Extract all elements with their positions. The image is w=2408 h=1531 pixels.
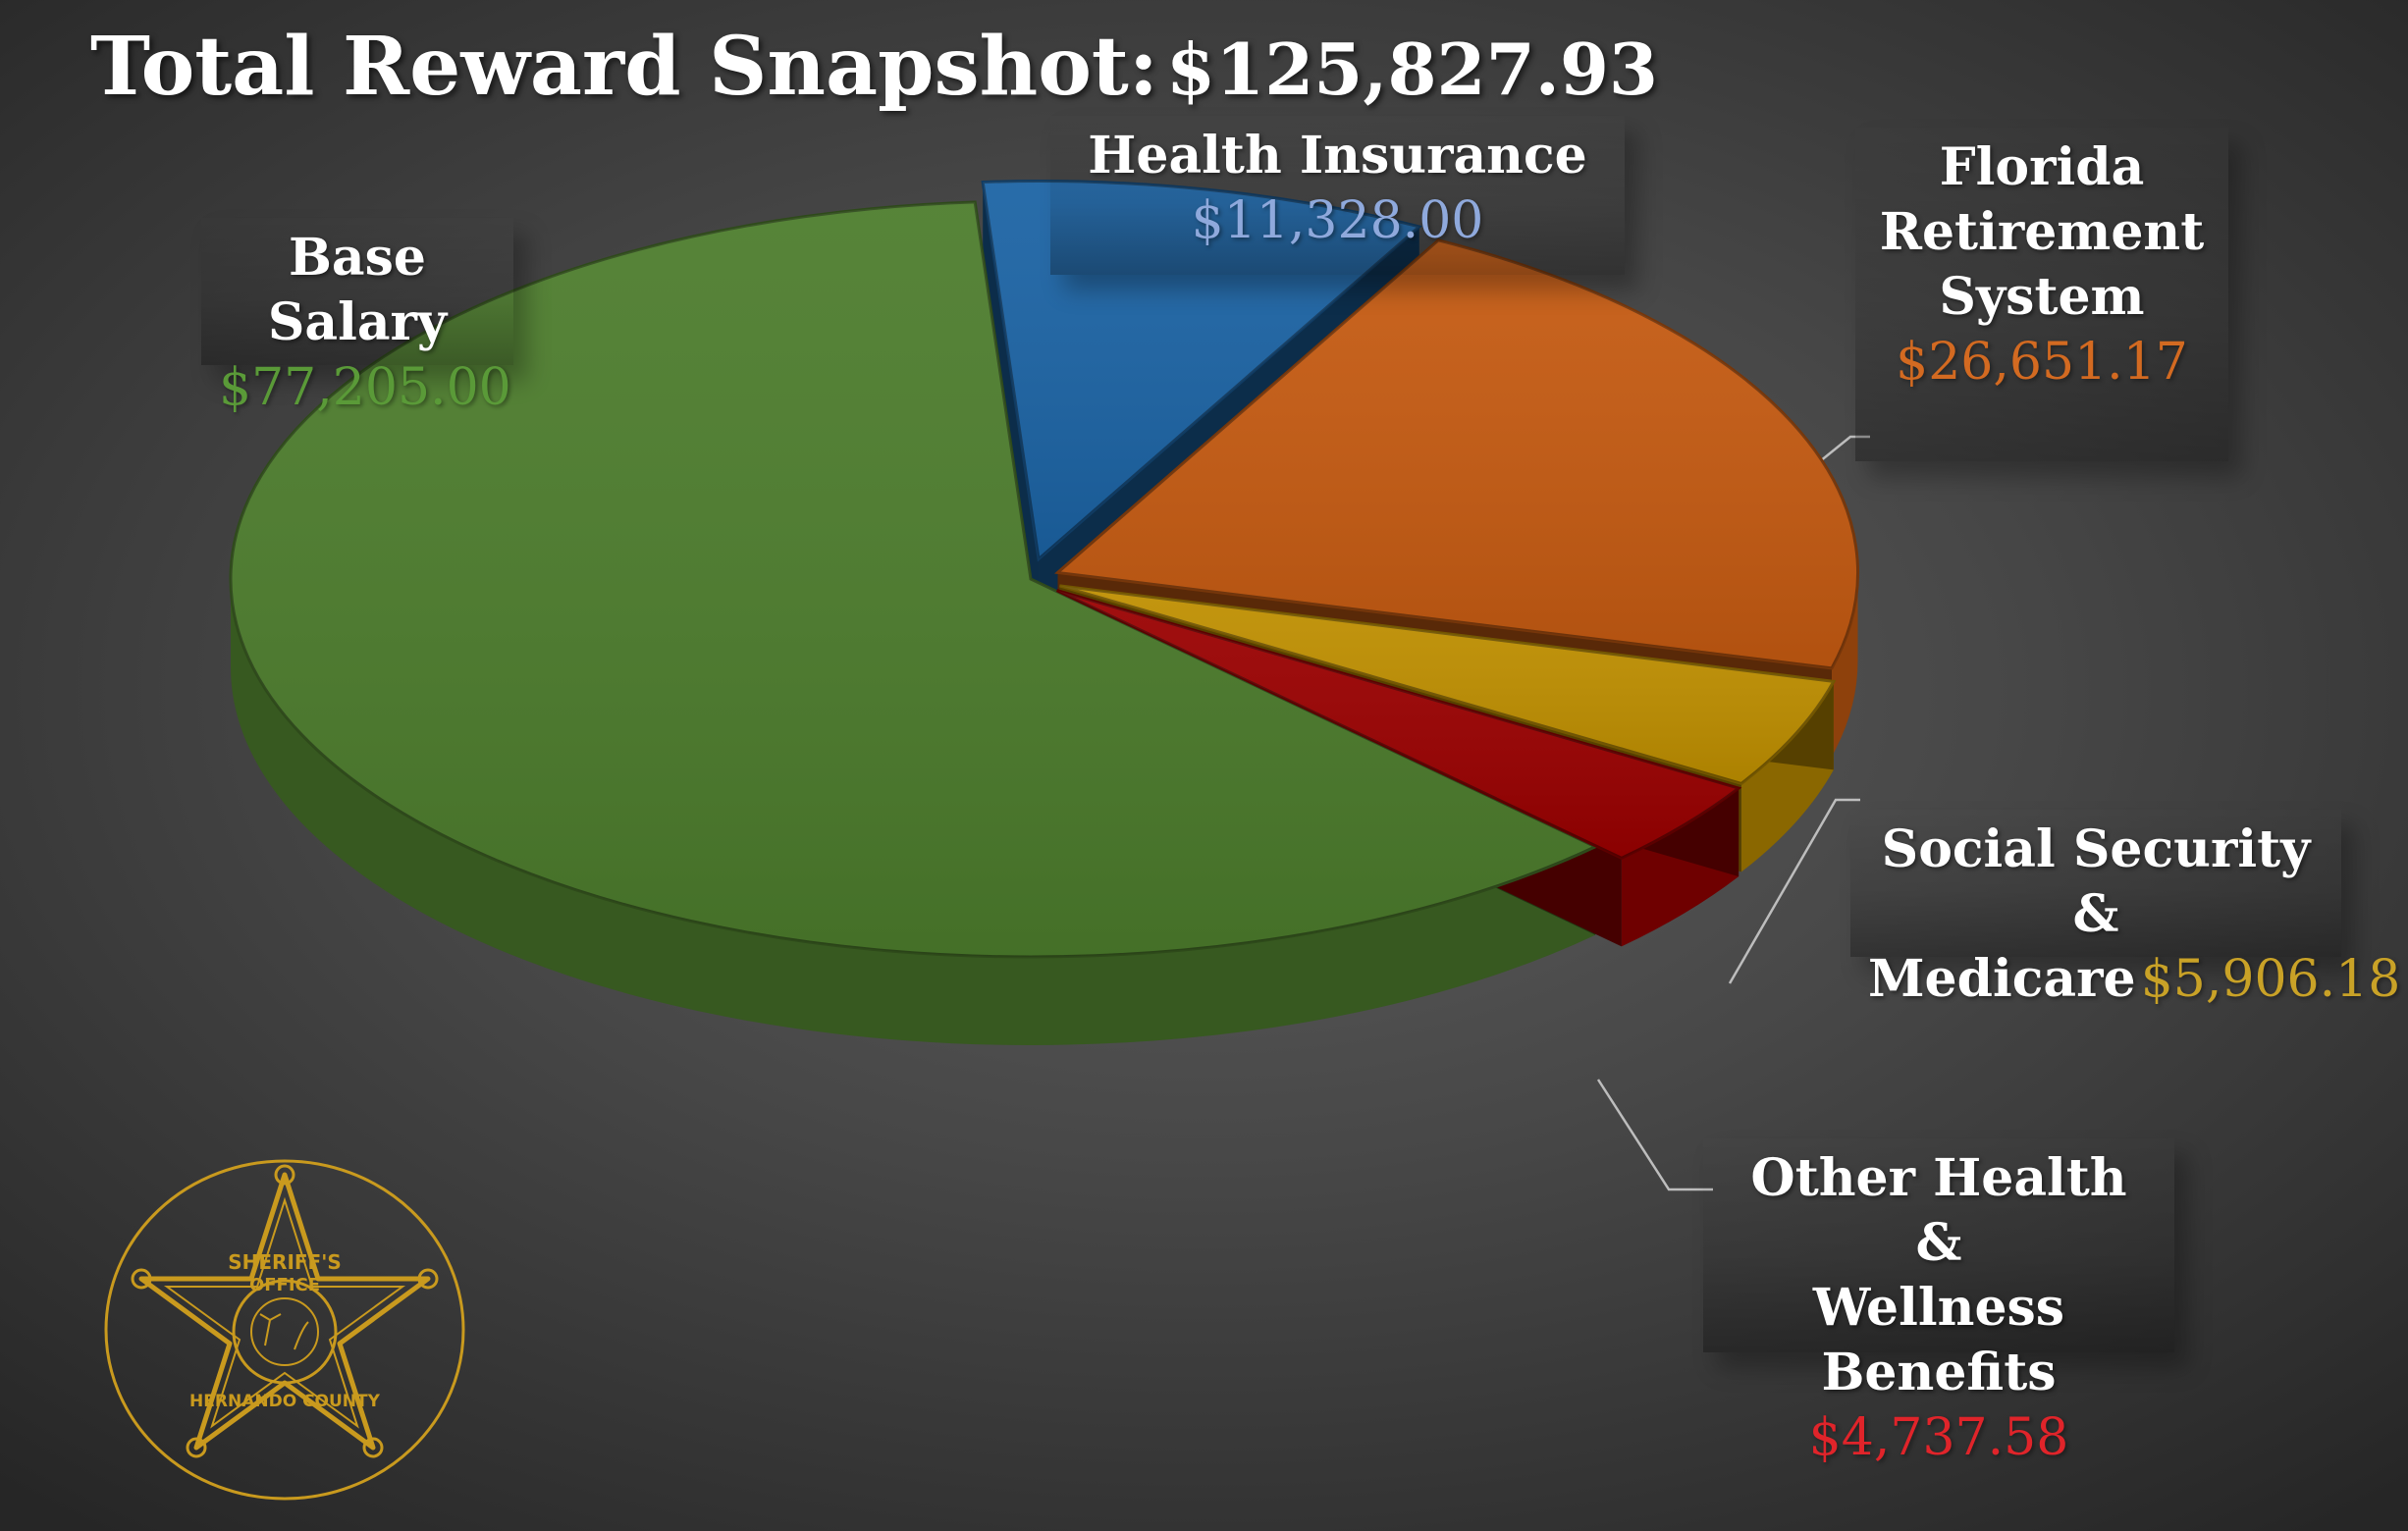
label-name-line-1: Other Health &: [1750, 1148, 2127, 1273]
label-name-line-3: System: [1939, 267, 2145, 327]
label-name: Base Salary: [267, 228, 448, 352]
label-value: $26,651.17: [1896, 333, 2188, 392]
leader-social-security: [1728, 798, 1860, 984]
sheriff-badge-logo: SHERIFF'S OFFICE HERNANDO COUNTY: [104, 1159, 465, 1501]
label-value: $77,205.00: [219, 358, 511, 417]
label-name-line-2: Medicare: [1868, 949, 2136, 1009]
pie-slice-shine-other-health: [1056, 590, 1739, 859]
pie-slice-shine-florida-retirement: [1057, 239, 1858, 668]
label-other-health: Other Health & Wellness Benefits $4,737.…: [1703, 1138, 2174, 1467]
seal-text-top: SHERIFF'S: [228, 1250, 342, 1274]
leader-other-health: [1596, 1079, 1713, 1191]
pie-side-florida-retirement: [1831, 572, 1858, 757]
label-social-security: Social Security & Medicare $5,906.18: [1850, 810, 2400, 1009]
label-name-line-2: Retirement: [1879, 202, 2205, 262]
pie-slice-shine-social-security: [1059, 585, 1834, 784]
label-value: $11,328.00: [1191, 191, 1484, 250]
label-base-salary: Base Salary $77,205.00: [201, 218, 513, 417]
label-name-line-2: Wellness Benefits: [1812, 1278, 2065, 1402]
label-name: Health Insurance: [1088, 126, 1587, 185]
label-value: $4,737.58: [1808, 1408, 2069, 1467]
pie-slice-shine-base-salary: [230, 201, 1596, 957]
label-florida-retirement: Florida Retirement System $26,651.17: [1855, 128, 2228, 461]
seal-text-bottom: HERNANDO COUNTY: [189, 1392, 381, 1411]
label-name-line-1: Social Security &: [1881, 819, 2311, 944]
label-name-line-1: Florida: [1939, 137, 2145, 197]
pie-side-base-salary: [231, 579, 1596, 1045]
pie-slice-shine-health-insurance: [983, 181, 1419, 559]
seal-text-mid: OFFICE: [249, 1275, 320, 1295]
label-value: $5,906.18: [2140, 950, 2401, 1009]
label-health-insurance: Health Insurance $11,328.00: [1050, 116, 1625, 275]
total-value: $125,827.93: [1166, 27, 1659, 111]
chart-title: Total Reward Snapshot:: [90, 20, 1159, 114]
